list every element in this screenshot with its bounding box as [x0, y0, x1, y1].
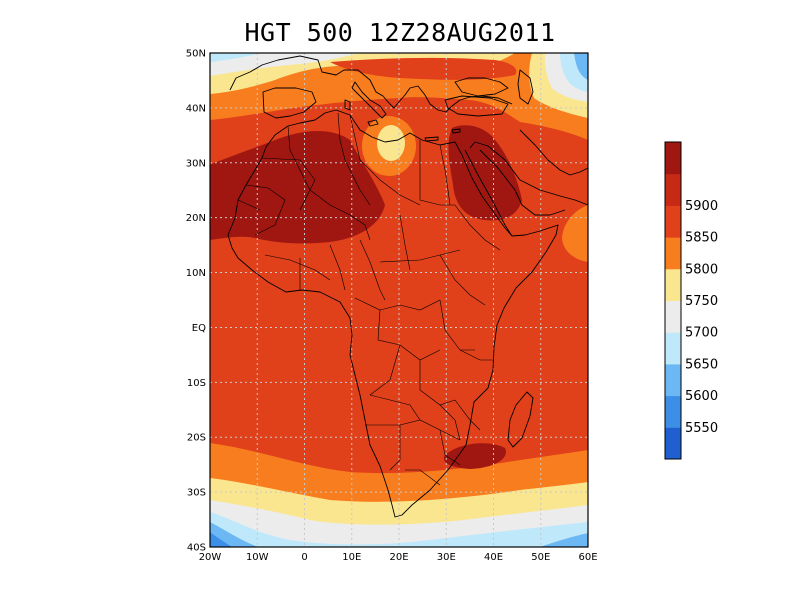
africa-coast [227, 109, 559, 518]
lat-label: 20N [186, 213, 206, 224]
arabia-coast [469, 141, 589, 216]
colorbar-swatch [665, 363, 681, 397]
lon-label: 40E [484, 552, 503, 563]
lat-label: 10S [187, 378, 206, 389]
arabia-orange [562, 205, 588, 262]
italy [351, 81, 387, 119]
lon-label: 30E [437, 552, 456, 563]
colorbar-swatch [665, 268, 681, 301]
max-south [443, 443, 506, 469]
band-lightblue-north [210, 53, 262, 62]
libya-yellow-core [377, 125, 405, 161]
colorbar: 5550 5600 5650 5700 5750 5800 5850 5900 [664, 141, 718, 460]
band-blue-south-east [540, 533, 588, 547]
lat-label: 10N [186, 268, 206, 279]
colorbar-swatch [665, 173, 681, 206]
colorbar-frame [664, 141, 682, 460]
turkey [444, 95, 509, 117]
lat-label: EQ [192, 323, 206, 334]
lon-label: 50E [531, 552, 550, 563]
colorbar-label: 5650 [685, 357, 718, 372]
band-grey-north [210, 53, 360, 76]
lon-label: 20W [199, 552, 222, 563]
colorbar-label: 5700 [685, 326, 718, 341]
coastlines [227, 55, 589, 518]
colorbar-swatch [665, 332, 681, 365]
ne-blue [574, 53, 588, 80]
colorbar-label: 5750 [685, 294, 718, 309]
band-red-north-arc [330, 57, 517, 80]
colorbar-swatch [665, 205, 681, 238]
lon-label: 0 [301, 552, 307, 563]
colorbar-swatch [665, 427, 681, 460]
lat-label: 50N [186, 49, 206, 60]
lon-label: 10W [246, 552, 269, 563]
colorbar-label: 5800 [685, 262, 718, 277]
colorbar-label: 5600 [685, 389, 718, 404]
colorbar-label: 5900 [685, 199, 718, 214]
lat-label: 20S [187, 433, 206, 444]
lon-label: 60E [578, 552, 597, 563]
madagascar [507, 391, 534, 448]
colorbar-label: 5550 [685, 421, 718, 436]
band-darkblue-south [210, 532, 232, 547]
lat-label: 40N [186, 103, 206, 114]
colorbar-swatch [665, 142, 681, 175]
lon-label: 20E [389, 552, 408, 563]
colorbar-swatch [665, 300, 681, 333]
colorbar-swatch [665, 237, 681, 270]
max-egypt [448, 125, 522, 221]
map-frame [209, 52, 589, 548]
colorbar-swatch [665, 395, 681, 428]
islands [344, 99, 461, 142]
lon-label: 10E [342, 552, 361, 563]
iberia [262, 87, 317, 119]
colorbar-label: 5850 [685, 231, 718, 246]
max-sahara [210, 130, 385, 244]
lat-label: 30S [187, 488, 206, 499]
lat-label: 40S [187, 543, 206, 554]
map-title: HGT 500 12Z28AUG2011 [244, 18, 556, 47]
black-sea [454, 77, 509, 97]
political-borders [237, 112, 501, 486]
caspian [517, 69, 534, 105]
lat-label: 30N [186, 158, 206, 169]
gridlines [210, 53, 588, 547]
europe-coast [229, 55, 513, 113]
persian-gulf [519, 129, 589, 176]
red-sea [464, 149, 513, 237]
